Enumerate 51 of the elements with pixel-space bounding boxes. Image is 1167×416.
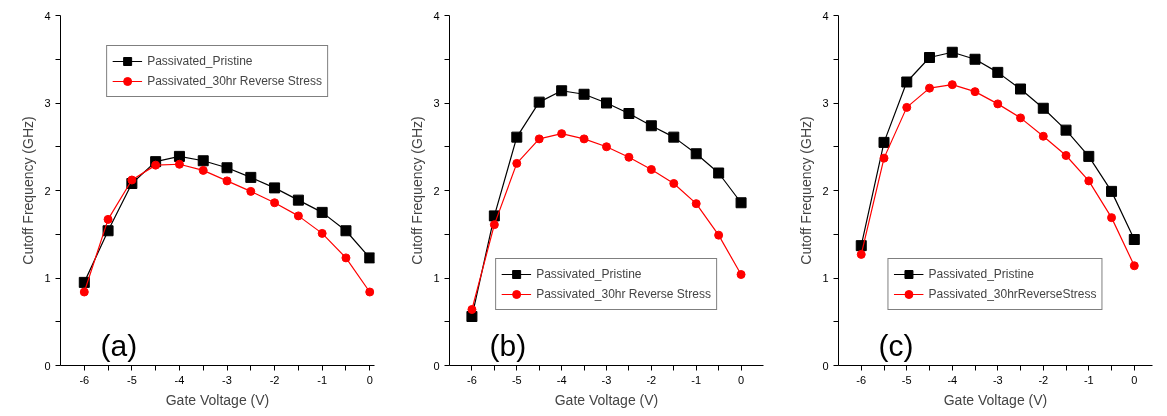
legend-label: Passivated_30hr Reverse Stress [536, 287, 711, 301]
x-tick-label: -3 [992, 373, 1003, 386]
x-tick-label: 0 [738, 373, 745, 386]
y-axis-title: Cutoff Frequency (GHz) [798, 116, 815, 265]
legend-label: Passivated_Pristine [536, 267, 642, 281]
y-tick-label: 0 [822, 359, 829, 372]
y-tick-label: 3 [44, 97, 51, 109]
y-tick-label: 1 [822, 272, 829, 284]
y-tick-label: 2 [433, 184, 440, 197]
x-tick-label: -2 [646, 373, 657, 386]
y-axis-title: Cutoff Frequency (GHz) [409, 116, 426, 265]
x-tick-label: -4 [556, 373, 567, 386]
y-tick-label: 2 [44, 184, 51, 197]
y-tick-label: 4 [822, 9, 829, 22]
y-axis-title: Cutoff Frequency (GHz) [20, 116, 37, 265]
x-tick-label: -5 [901, 373, 912, 386]
x-tick-label: -4 [947, 373, 958, 386]
x-tick-label: -2 [1038, 373, 1049, 386]
x-axis-title: Gate Voltage (V) [554, 391, 659, 408]
x-tick-label: -6 [467, 373, 477, 386]
legend-label: Passivated_Pristine [928, 267, 1034, 281]
y-tick-label: 3 [433, 97, 440, 109]
y-tick-label: 4 [44, 9, 51, 22]
x-tick-label: -5 [511, 373, 522, 386]
x-tick-label: -6 [856, 373, 867, 386]
x-tick-label: -5 [126, 373, 137, 386]
x-tick-label: -1 [691, 373, 702, 386]
y-tick-label: 3 [822, 97, 829, 109]
x-tick-label: -3 [222, 373, 232, 386]
x-tick-label: -4 [174, 373, 185, 386]
annotation: (a) [100, 328, 138, 362]
x-tick-label: -1 [317, 373, 328, 386]
x-tick-label: 0 [1131, 373, 1138, 386]
x-tick-label: 0 [366, 373, 373, 386]
annotation: (c) [878, 328, 914, 362]
x-tick-label: -3 [601, 373, 612, 386]
y-tick-label: 4 [433, 9, 440, 22]
y-tick-label: 2 [822, 184, 829, 197]
x-tick-label: -2 [269, 373, 280, 386]
x-tick-label: -6 [79, 373, 90, 386]
y-tick-label: 1 [433, 272, 440, 284]
legend-label: Passivated_30hr Reverse Stress [147, 74, 322, 88]
y-tick-label: 1 [44, 272, 51, 284]
x-tick-label: -1 [1083, 373, 1094, 386]
y-tick-label: 0 [44, 359, 51, 372]
y-tick-label: 0 [433, 359, 440, 372]
x-axis-title: Gate Voltage (V) [943, 391, 1048, 408]
legend-label: Passivated_30hrReverseStress [928, 287, 1097, 301]
annotation: (b) [489, 328, 527, 362]
x-axis-title: Gate Voltage (V) [165, 391, 270, 408]
legend-label: Passivated_Pristine [147, 54, 253, 68]
